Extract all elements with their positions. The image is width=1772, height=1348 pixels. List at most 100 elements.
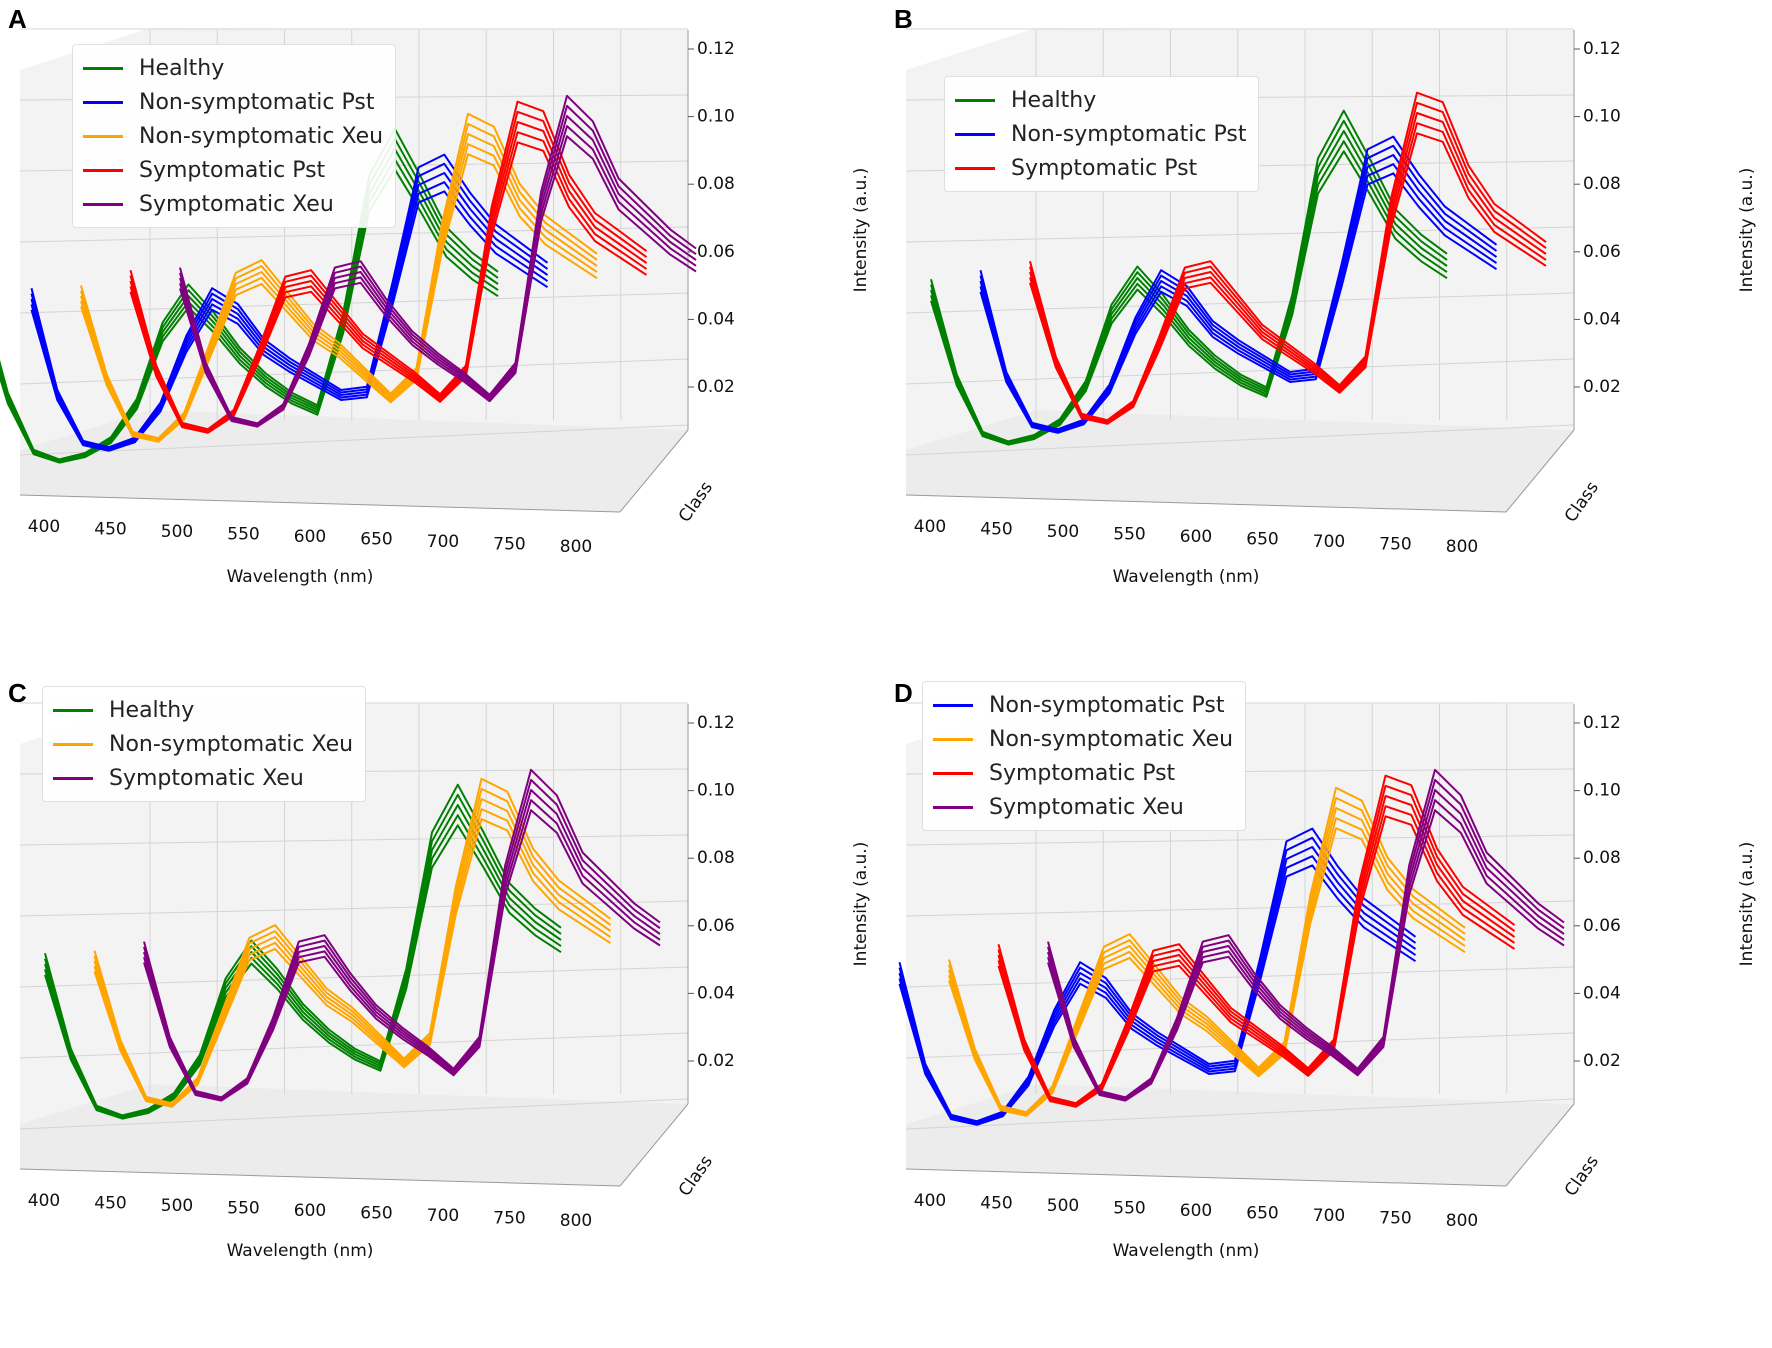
axis-edge: [905, 494, 1507, 513]
spectrum-line-symptomatic-pst: [1029, 91, 1547, 422]
x-tick-label: 550: [227, 525, 259, 545]
axis-edge: [19, 1168, 621, 1187]
legend-label: Symptomatic Pst: [989, 760, 1176, 786]
y-tick-label: 0.08: [1583, 848, 1621, 868]
legend-swatch: [83, 134, 123, 138]
y-tick-label: 0.10: [697, 781, 735, 801]
x-tick-label: 450: [94, 1194, 126, 1214]
panel-a: 400 450 500 550 600 650 700 750 800 0.02 0.04 0.06 0…: [0, 0, 886, 674]
legend-swatch: [83, 66, 123, 70]
y-tick-label: 0.10: [697, 107, 735, 127]
legend-b: Healthy Non-symptomatic Pst Symptomatic Ps…: [944, 76, 1260, 192]
legend-item-non-symptomatic-pst: Non-symptomatic Pst: [955, 117, 1246, 151]
x-tick-label: 650: [1246, 530, 1278, 550]
legend-swatch: [83, 168, 123, 172]
legend-label: Symptomatic Pst: [1011, 155, 1198, 181]
legend-item-non-symptomatic-pst: Non-symptomatic Pst: [83, 85, 383, 119]
y-tick-label: 0.04: [697, 309, 735, 329]
y-axis-label: Intensity (a.u.): [1737, 168, 1757, 293]
x-tick-label: 450: [980, 1194, 1012, 1214]
z-axis-label: Class: [675, 1152, 717, 1200]
y-tick-label: 0.10: [1583, 781, 1621, 801]
x-tick-label: 750: [493, 535, 525, 555]
legend-label: Non-symptomatic Pst: [989, 692, 1225, 718]
x-tick-label: 800: [560, 537, 592, 557]
axis-edge: [1505, 1103, 1575, 1187]
panel-b: 400 450 500 550 600 650 700 750 800 0.02 0.04 0.06 0…: [886, 0, 1772, 674]
spectrum-line-non-symptomatic-pst: [979, 135, 1498, 431]
legend-item-non-symptomatic-xeu: Non-symptomatic Xeu: [83, 119, 383, 153]
panel-letter-c: C: [8, 678, 27, 708]
grid-line: [905, 900, 1575, 917]
y-tick-label: 0.08: [1583, 174, 1621, 194]
spectrum-line-symptomatic-xeu: [1047, 768, 1565, 1099]
legend-label: Non-symptomatic Pst: [139, 89, 375, 115]
y-tick-label: 0.02: [1583, 377, 1621, 397]
x-tick-label: 500: [1047, 522, 1079, 542]
legend-swatch: [933, 703, 973, 707]
z-axis-label: Class: [675, 478, 717, 526]
grid-line: [19, 1098, 689, 1130]
legend-label: Non-symptomatic Xeu: [139, 123, 384, 149]
axis-edge: [619, 429, 689, 513]
legend-label: Non-symptomatic Pst: [1011, 121, 1247, 147]
grid-line: [19, 1032, 689, 1059]
legend-item-healthy: Healthy: [53, 693, 353, 727]
axis-edge: [905, 1168, 1507, 1187]
legend-swatch: [83, 202, 123, 206]
x-tick-label: 550: [227, 1199, 259, 1219]
grid-line: [905, 358, 1575, 385]
y-tick-label: 0.04: [1583, 309, 1621, 329]
legend-item-non-symptomatic-pst: Non-symptomatic Pst: [933, 688, 1233, 722]
x-tick-label: 500: [1047, 1196, 1079, 1216]
legend-swatch: [53, 708, 93, 712]
x-axis-label: Wavelength (nm): [1113, 1241, 1260, 1261]
axis-edge: [1505, 429, 1575, 513]
panel-d: 400 450 500 550 600 650 700 750 800 0.02 0.04 0.06 0…: [886, 674, 1772, 1348]
legend-swatch: [933, 805, 973, 809]
y-tick-label: 0.02: [697, 1051, 735, 1071]
series-symptomatic-xeu: [179, 94, 697, 428]
legend-swatch: [955, 132, 995, 136]
legend-swatch: [955, 166, 995, 170]
legend-item-symptomatic-pst: Symptomatic Pst: [933, 756, 1233, 790]
series-healthy: [930, 109, 1448, 446]
y-tick-label: 0.08: [697, 848, 735, 868]
x-tick-label: 600: [1180, 527, 1212, 547]
x-tick-label: 650: [1246, 1204, 1278, 1224]
axis-edge: [19, 494, 621, 513]
floor-pane: [906, 1084, 1574, 1186]
y-tick-label: 0.12: [1583, 39, 1621, 59]
x-tick-label: 700: [427, 532, 459, 552]
x-tick-label: 800: [1446, 537, 1478, 557]
legend-swatch: [53, 776, 93, 780]
grid-line: [19, 834, 689, 846]
grid-line: [19, 226, 689, 243]
z-axis-label: Class: [1561, 478, 1603, 526]
legend-swatch: [83, 100, 123, 104]
y-tick-label: 0.06: [697, 242, 735, 262]
spectrum-line-symptomatic-xeu: [179, 94, 697, 425]
x-tick-label: 400: [914, 1191, 946, 1211]
legend-item-healthy: Healthy: [83, 51, 383, 85]
floor-pane: [906, 410, 1574, 512]
x-tick-label: 750: [1379, 535, 1411, 555]
y-axis-label: Intensity (a.u.): [851, 842, 871, 967]
spectrum-line-symptomatic-xeu: [143, 768, 661, 1099]
x-tick-label: 500: [161, 1196, 193, 1216]
y-tick-label: 0.12: [697, 713, 735, 733]
x-tick-label: 400: [28, 517, 60, 537]
legend-swatch: [53, 742, 93, 746]
y-tick-label: 0.12: [697, 39, 735, 59]
series-symptomatic-pst: [997, 774, 1516, 1108]
x-tick-label: 450: [980, 520, 1012, 540]
axis-edge: [619, 1103, 689, 1187]
x-tick-label: 700: [1313, 532, 1345, 552]
legend-c: Healthy Non-symptomatic Xeu Symptomatic Xe…: [42, 686, 367, 802]
x-tick-label: 700: [1313, 1206, 1345, 1226]
legend-label: Non-symptomatic Xeu: [109, 731, 354, 757]
grid-line: [19, 424, 689, 456]
x-tick-label: 400: [28, 1191, 60, 1211]
y-tick-label: 0.06: [1583, 916, 1621, 936]
spectrum-line-symptomatic-pst: [997, 774, 1516, 1105]
